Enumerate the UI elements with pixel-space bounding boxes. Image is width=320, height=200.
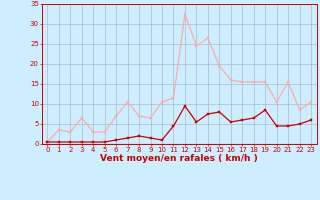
X-axis label: Vent moyen/en rafales ( km/h ): Vent moyen/en rafales ( km/h ) xyxy=(100,154,258,163)
